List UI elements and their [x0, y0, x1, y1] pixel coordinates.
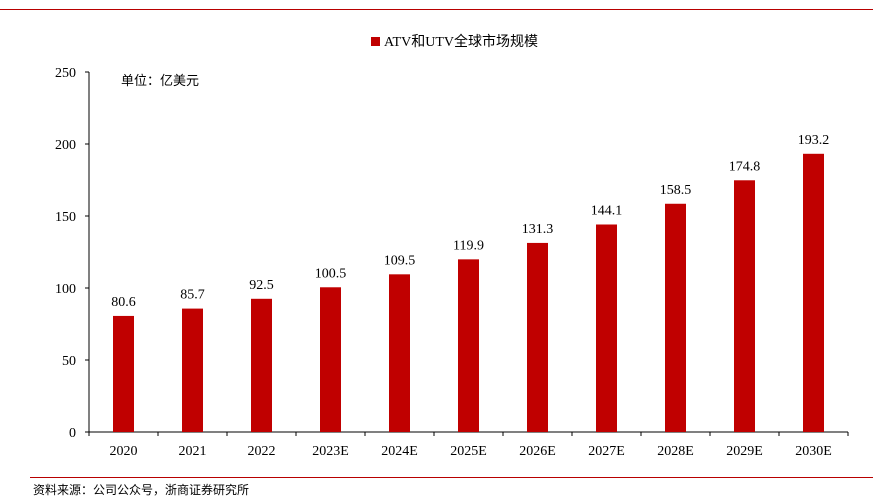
- x-tick-label: 2025E: [450, 444, 487, 459]
- x-tick-label: 2020: [110, 444, 138, 459]
- y-tick-label: 100: [55, 282, 76, 297]
- data-label: 85.7: [180, 288, 205, 303]
- x-tick-label: 2028E: [657, 444, 694, 459]
- bar: [596, 224, 617, 432]
- source-note: 资料来源：公司公众号，浙商证券研究所: [33, 483, 250, 497]
- y-tick-label: 150: [55, 210, 76, 225]
- data-label: 80.6: [111, 295, 136, 310]
- bars: 80.6 85.7 92.5 100.5 109.5 119.9 131.3 144.1 158…: [111, 133, 830, 433]
- data-label: 144.1: [591, 203, 623, 218]
- data-label: 174.8: [729, 159, 761, 174]
- data-label: 92.5: [249, 278, 274, 293]
- data-label: 100.5: [315, 266, 347, 281]
- bar: [320, 287, 341, 432]
- x-tick-label: 2023E: [312, 444, 349, 459]
- bar: [734, 180, 755, 432]
- bar: [803, 153, 824, 433]
- bar: [182, 308, 203, 432]
- bar: [665, 203, 686, 432]
- bar-chart: ATV和UTV全球市场规模 单位：亿美元 0 50 100 150 200 250 2020…: [55, 33, 849, 459]
- bar: [389, 274, 410, 432]
- data-label: 193.2: [798, 133, 830, 148]
- legend-label: ATV和UTV全球市场规模: [384, 33, 538, 50]
- x-tick-label: 2021: [179, 444, 207, 459]
- bar: [458, 259, 479, 432]
- x-tick-label: 2022: [248, 444, 276, 459]
- y-tick-label: 200: [55, 138, 76, 153]
- data-label: 109.5: [384, 253, 416, 268]
- x-tick-label: 2029E: [726, 444, 763, 459]
- header-rule: [0, 9, 873, 10]
- data-label: 131.3: [522, 222, 554, 237]
- legend-swatch: [371, 37, 380, 46]
- legend: ATV和UTV全球市场规模: [371, 33, 538, 50]
- x-tick-label: 2030E: [795, 444, 832, 459]
- y-tick-label: 250: [55, 66, 76, 81]
- unit-label: 单位：亿美元: [121, 73, 199, 88]
- bar: [113, 315, 134, 432]
- data-label: 119.9: [453, 238, 484, 253]
- x-tick-label: 2024E: [381, 444, 418, 459]
- axes: 0 50 100 150 200 250 2020 2021 2022 2023E 2024E 202…: [55, 66, 849, 459]
- bar: [251, 298, 272, 432]
- x-tick-label: 2027E: [588, 444, 625, 459]
- y-tick-label: 50: [62, 354, 76, 369]
- y-tick-label: 0: [69, 426, 76, 441]
- source-rule: [30, 477, 873, 478]
- x-tick-label: 2026E: [519, 444, 556, 459]
- data-label: 158.5: [660, 183, 692, 198]
- bar: [527, 242, 548, 432]
